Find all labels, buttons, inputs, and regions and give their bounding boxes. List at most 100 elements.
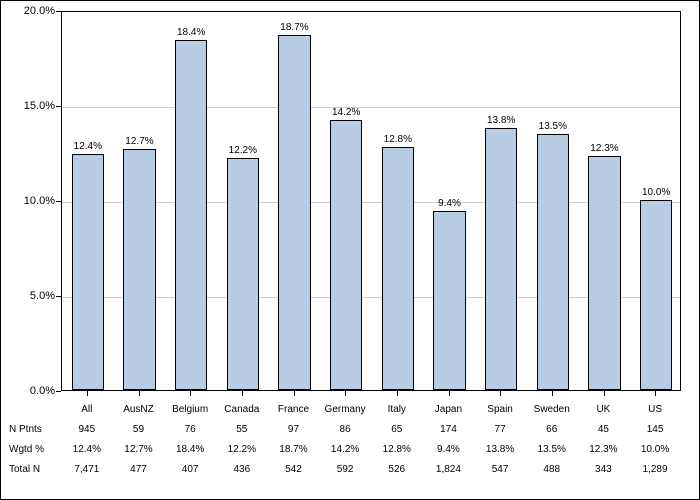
bar: 10.0%	[640, 200, 672, 390]
bar-value-label: 13.5%	[539, 121, 567, 132]
bar: 13.5%	[537, 134, 569, 391]
table-cell: 1,824	[423, 464, 475, 475]
bar-slot: 12.4%	[62, 12, 114, 390]
bar-value-label: 18.4%	[177, 27, 205, 38]
table-cell: 10.0%	[629, 444, 681, 455]
bar-slot: 12.2%	[217, 12, 269, 390]
x-tick-mark	[190, 391, 191, 396]
bar-slot: 9.4%	[424, 12, 476, 390]
table-cell: 1,289	[629, 464, 681, 475]
y-tick-label: 0.0%	[5, 385, 55, 397]
x-tick-mark	[552, 391, 553, 396]
x-tick-mark	[500, 391, 501, 396]
bar: 9.4%	[433, 211, 465, 390]
bar-value-label: 12.4%	[74, 141, 102, 152]
bars-group: 12.4% 12.7% 18.4% 12.2% 18.7% 14.2% 12.8% 9.4% 1…	[62, 12, 680, 390]
table-cell: 66	[526, 424, 578, 435]
table-cell: 477	[113, 464, 165, 475]
category-label: Japan	[423, 404, 475, 415]
category-label: Canada	[216, 404, 268, 415]
bar-slot: 18.4%	[165, 12, 217, 390]
bar: 18.7%	[278, 35, 310, 390]
x-tick-mark	[242, 391, 243, 396]
x-tick-mark	[294, 391, 295, 396]
category-label: Germany	[319, 404, 371, 415]
y-tick-label: 10.0%	[5, 195, 55, 207]
table-cell: 45	[578, 424, 630, 435]
bar-slot: 10.0%	[630, 12, 682, 390]
x-tick-mark	[604, 391, 605, 396]
bar-value-label: 14.2%	[332, 107, 360, 118]
bar-value-label: 9.4%	[438, 198, 461, 209]
table-cell: 12.7%	[113, 444, 165, 455]
plot-area: 12.4% 12.7% 18.4% 12.2% 18.7% 14.2% 12.8% 9.4% 1…	[61, 11, 681, 391]
table-cell: 7,471	[61, 464, 113, 475]
table-cell: 13.8%	[474, 444, 526, 455]
chart-container: 0.0%5.0%10.0%15.0%20.0% 12.4%12.7%18.4%1…	[0, 0, 700, 500]
bar-slot: 14.2%	[320, 12, 372, 390]
table-cell: 97	[268, 424, 320, 435]
bar: 12.2%	[227, 158, 259, 390]
bar: 12.4%	[72, 154, 104, 390]
bar-slot: 13.5%	[527, 12, 579, 390]
bar-value-label: 13.8%	[487, 115, 515, 126]
category-label: Sweden	[526, 404, 578, 415]
category-label: UK	[578, 404, 630, 415]
table-cell: 12.3%	[578, 444, 630, 455]
table-row-label: N Ptnts	[1, 424, 61, 435]
x-tick-mark	[345, 391, 346, 396]
table-cell: 55	[216, 424, 268, 435]
category-label: France	[268, 404, 320, 415]
bar-value-label: 12.7%	[125, 136, 153, 147]
table-cell: 526	[371, 464, 423, 475]
table-cell: 488	[526, 464, 578, 475]
bar-slot: 12.7%	[114, 12, 166, 390]
category-label: Spain	[474, 404, 526, 415]
table-cell: 59	[113, 424, 165, 435]
y-tick-label: 20.0%	[5, 5, 55, 17]
bar-slot: 18.7%	[269, 12, 321, 390]
bar-slot: 12.3%	[579, 12, 631, 390]
category-label: AusNZ	[113, 404, 165, 415]
bar: 12.7%	[123, 149, 155, 390]
table-cell: 77	[474, 424, 526, 435]
table-cell: 145	[629, 424, 681, 435]
y-tick-label: 5.0%	[5, 290, 55, 302]
table-cell: 592	[319, 464, 371, 475]
bar: 14.2%	[330, 120, 362, 390]
table-row: Total N7,4714774074365425925261,82454748…	[1, 459, 700, 479]
table-cell: 174	[423, 424, 475, 435]
table-cell: 18.4%	[164, 444, 216, 455]
table-cell: 86	[319, 424, 371, 435]
bar: 12.3%	[588, 156, 620, 390]
x-tick-mark	[449, 391, 450, 396]
table-row: AllAusNZBelgiumCanadaFranceGermanyItalyJ…	[1, 399, 700, 419]
data-table: AllAusNZBelgiumCanadaFranceGermanyItalyJ…	[1, 399, 700, 479]
table-cell: 13.5%	[526, 444, 578, 455]
table-row-label: Total N	[1, 464, 61, 475]
bar: 12.8%	[382, 147, 414, 390]
bar-value-label: 12.3%	[590, 143, 618, 154]
bar-slot: 13.8%	[475, 12, 527, 390]
bar-value-label: 12.2%	[229, 145, 257, 156]
x-tick-mark	[397, 391, 398, 396]
bar-slot: 12.8%	[372, 12, 424, 390]
table-cell: 407	[164, 464, 216, 475]
x-tick-mark	[87, 391, 88, 396]
table-cell: 12.8%	[371, 444, 423, 455]
bar-value-label: 10.0%	[642, 187, 670, 198]
bar-value-label: 12.8%	[384, 134, 412, 145]
table-cell: 76	[164, 424, 216, 435]
bar-value-label: 18.7%	[280, 22, 308, 33]
table-row-label: Wgtd %	[1, 444, 61, 455]
table-cell: 547	[474, 464, 526, 475]
table-cell: 9.4%	[423, 444, 475, 455]
x-tick-mark	[139, 391, 140, 396]
y-tick-label: 15.0%	[5, 100, 55, 112]
bar: 13.8%	[485, 128, 517, 390]
table-cell: 436	[216, 464, 268, 475]
table-cell: 945	[61, 424, 113, 435]
category-label: US	[629, 404, 681, 415]
table-cell: 65	[371, 424, 423, 435]
y-tick-mark	[56, 391, 61, 392]
